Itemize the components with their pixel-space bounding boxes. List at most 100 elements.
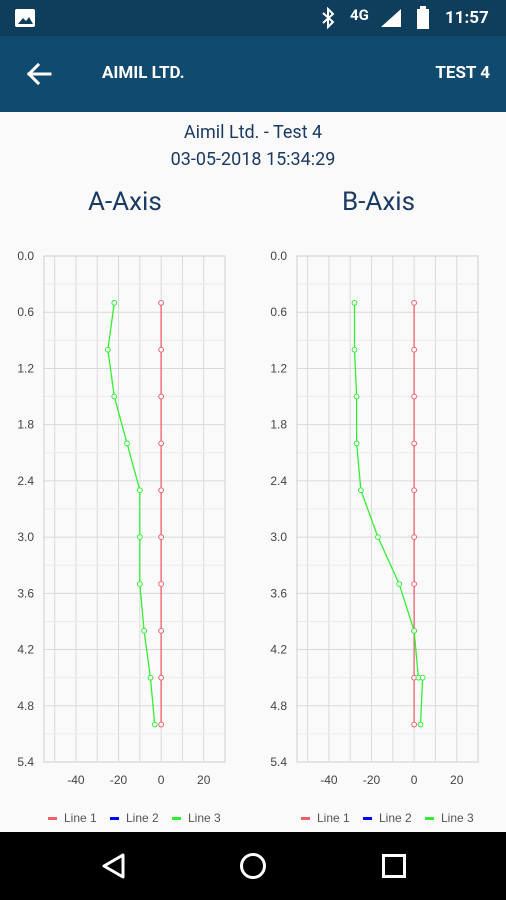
report-datetime: 03-05-2018 15:34:29 xyxy=(170,149,336,170)
chart-b-series-3-point xyxy=(419,674,426,681)
recents-square-icon[interactable] xyxy=(380,852,408,880)
home-circle-icon[interactable] xyxy=(239,852,267,880)
arrow-left-icon[interactable] xyxy=(26,62,52,86)
chart-b-x-tick: 20 xyxy=(450,773,464,787)
clock: 11:57 xyxy=(445,8,489,28)
chart-b-legend-swatch xyxy=(425,817,434,820)
chart-a-series-3-line xyxy=(107,302,156,725)
chart-b-y-tick: 0.0 xyxy=(270,249,287,263)
nav-bar xyxy=(0,832,506,900)
chart-b-series-3-point xyxy=(353,393,360,400)
chart-a-x-tick: 0 xyxy=(158,773,165,787)
chart-b-series-3-point xyxy=(353,440,360,447)
chart-a-x-tick: -20 xyxy=(110,773,128,787)
report-title: Aimil Ltd. - Test 4 xyxy=(183,122,323,143)
chart-a-series-3-point xyxy=(104,346,111,353)
chart-b-y-tick: 3.6 xyxy=(270,586,287,600)
chart-b-series-3-point xyxy=(351,346,358,353)
network-type: 4G xyxy=(350,6,369,24)
chart-b-legend-label: Line 3 xyxy=(441,811,474,825)
app-title: AIMIL LTD. xyxy=(102,63,185,83)
chart-b-x-tick: -20 xyxy=(363,773,381,787)
chart-a-legend-swatch xyxy=(110,817,119,820)
chart-a-y-tick: 1.2 xyxy=(17,361,34,375)
chart-b-series-1-point xyxy=(411,393,418,400)
battery-icon xyxy=(417,6,429,29)
chart-a-x-tick: 20 xyxy=(197,773,211,787)
chart-b-series-3-point xyxy=(357,487,364,494)
chart-a-series-3-point xyxy=(111,299,118,306)
chart-a-x-tick: -40 xyxy=(67,773,85,787)
chart-b-y-tick: 2.4 xyxy=(270,474,287,488)
back-triangle-icon[interactable] xyxy=(100,852,128,880)
chart-a-frame xyxy=(43,255,226,763)
chart-a-series-3-point xyxy=(141,627,147,634)
chart-a-y-tick: 5.4 xyxy=(17,755,34,769)
chart-a-legend-swatch xyxy=(48,817,57,820)
chart-b-series-3-point xyxy=(396,581,403,587)
chart-a-legend-label: Line 2 xyxy=(126,811,159,825)
chart-b-y-tick: 4.8 xyxy=(270,699,287,713)
signal-icon xyxy=(381,9,401,27)
chart-b-series-3-point xyxy=(351,299,358,306)
chart-a-series-3-point xyxy=(151,721,158,728)
chart-a-series-1-point xyxy=(158,627,165,634)
chart-b-y-tick: 1.2 xyxy=(270,361,287,375)
chart-a-series-3-point xyxy=(136,487,143,494)
chart-b-y-tick: 3.0 xyxy=(270,530,287,544)
chart-b-x-tick: 0 xyxy=(411,773,418,787)
chart-a-legend-label: Line 1 xyxy=(64,811,97,825)
chart-b-series-1-point xyxy=(411,440,418,447)
chart-b-series-1-point xyxy=(411,721,418,728)
test-action-button[interactable]: TEST 4 xyxy=(435,63,490,83)
bluetooth-icon xyxy=(322,7,335,29)
chart-b-y-tick: 1.8 xyxy=(270,418,287,432)
chart-a-series-3-point xyxy=(111,393,118,400)
chart-a-series-3-point xyxy=(136,534,143,541)
chart-b-y-tick: 5.4 xyxy=(270,755,287,769)
chart-b-y-tick: 4.2 xyxy=(270,643,287,657)
chart-b-frame xyxy=(296,255,479,763)
chart-b-series-3-point xyxy=(375,534,381,541)
chart-b-series-3-point xyxy=(411,627,418,634)
chart-b-series-3-point xyxy=(417,721,424,728)
chart-a-legend-label: Line 3 xyxy=(188,811,221,825)
chart-b-series-1-point xyxy=(411,581,418,587)
chart-a-y-tick: 1.8 xyxy=(17,418,34,432)
chart-b-y-tick: 0.6 xyxy=(270,305,287,319)
chart-b-legend-swatch xyxy=(363,817,372,820)
chart-a-title: A-Axis xyxy=(88,187,162,217)
chart-a-series-1-point xyxy=(158,299,165,306)
chart-a-series-1-point xyxy=(158,487,165,494)
chart-a-series-1-point xyxy=(158,674,165,681)
chart-b-series-3-line xyxy=(353,302,424,725)
image-icon xyxy=(15,9,35,27)
chart-a-series-1-point xyxy=(158,534,165,541)
chart-a-series-3-point xyxy=(147,674,154,681)
chart-b-series-1-point xyxy=(411,534,418,541)
chart-a-series-1-point xyxy=(158,581,165,587)
chart-a-series-1-point xyxy=(158,440,165,447)
chart-a-series-1-point xyxy=(158,721,165,728)
app-bar: AIMIL LTD. TEST 4 xyxy=(0,36,506,112)
content-area: Aimil Ltd. - Test 4 03-05-2018 15:34:29 … xyxy=(0,112,506,832)
chart-b-legend-label: Line 1 xyxy=(317,811,350,825)
chart-a-y-tick: 3.6 xyxy=(17,586,34,600)
chart-b-legend-swatch xyxy=(301,817,310,820)
chart-a-y-tick: 2.4 xyxy=(17,474,34,488)
chart-b-axis: 0.0 0.6 1.2 1.8 2.4 3.0 3.6 4.2 4.8 5.4 -40 -20 0 20 L… xyxy=(270,249,479,825)
chart-a-series-1-point xyxy=(158,393,165,400)
chart-b-title: B-Axis xyxy=(342,187,415,217)
status-bar: 4G 11:57 xyxy=(0,0,506,36)
chart-a-series-3-point xyxy=(124,440,130,447)
chart-a-y-tick: 4.2 xyxy=(17,643,34,657)
chart-a-y-tick: 0.0 xyxy=(17,249,34,263)
chart-b-legend-label: Line 2 xyxy=(379,811,412,825)
chart-b-series-1-point xyxy=(411,299,418,306)
chart-a-legend-swatch xyxy=(172,817,181,820)
chart-b-series-1-point xyxy=(411,487,418,494)
chart-b-x-tick: -40 xyxy=(320,773,338,787)
chart-a-series-1-point xyxy=(158,346,165,353)
chart-a-y-tick: 0.6 xyxy=(17,305,34,319)
chart-b-series-1-point xyxy=(411,346,418,353)
